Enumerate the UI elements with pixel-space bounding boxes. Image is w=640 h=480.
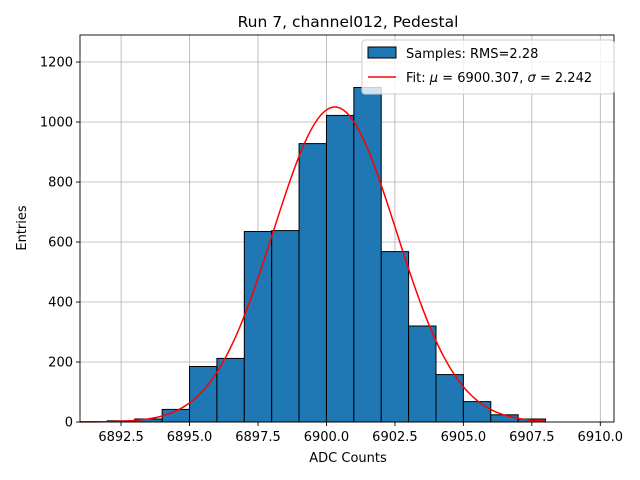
legend-sigma-symbol: σ [528,71,537,86]
histogram-bar [353,87,382,423]
x-axis-label: ADC Counts [309,451,387,466]
x-tick-label: 6910.0 [578,430,624,445]
histogram-bar [435,374,464,423]
y-tick-label: 0 [65,416,73,431]
x-tick-label: 6905.0 [441,430,487,445]
histogram-bar [325,114,355,423]
histogram-bar [271,230,300,423]
y-tick-label: 400 [48,296,73,311]
histogram-bar [380,251,410,423]
y-tick-label: 1200 [40,56,73,71]
y-axis-label: Entries [15,205,30,251]
histogram-bar [216,357,245,423]
x-tick-label: 6900.0 [304,430,350,445]
chart-title: Run 7, channel012, Pedestal [238,13,459,31]
y-tick-label: 800 [48,176,73,191]
histogram-bar [243,231,273,423]
histogram-bar [408,325,437,423]
x-tick-label: 6907.5 [509,430,555,445]
x-tick-label: 6895.0 [167,430,213,445]
histogram-bar [189,366,218,423]
legend-bar-swatch [367,46,397,59]
legend-mu-value: = 6900.307, [438,71,527,86]
histogram-bar [298,143,327,423]
histogram-bar [462,401,492,423]
legend: Samples: RMS=2.28 Fit: μ = 6900.307, σ =… [361,39,615,95]
legend-mu-symbol: μ [429,71,438,86]
histogram-bar [490,414,519,423]
x-tick-label: 6897.5 [235,430,281,445]
y-tick-label: 200 [48,356,73,371]
gaussian-fit-curve [79,106,546,423]
y-tick-label: 600 [48,236,73,251]
legend-box [361,39,615,95]
legend-sigma-value: = 2.242 [536,71,592,86]
axes-frame [79,34,615,423]
axis-ticks: 6892.5 6895.0 6897.5 6900.0 6902.5 6905.0 6907… [40,56,623,446]
x-tick-label: 6892.5 [98,430,144,445]
legend-fit-label: Fit: μ = 6900.307, σ = 2.242 [406,71,592,86]
y-tick-label: 1000 [40,116,73,131]
x-tick-label: 6902.5 [372,430,418,445]
legend-samples-label: Samples: RMS=2.28 [406,47,538,62]
legend-fit-prefix: Fit: [406,71,430,86]
